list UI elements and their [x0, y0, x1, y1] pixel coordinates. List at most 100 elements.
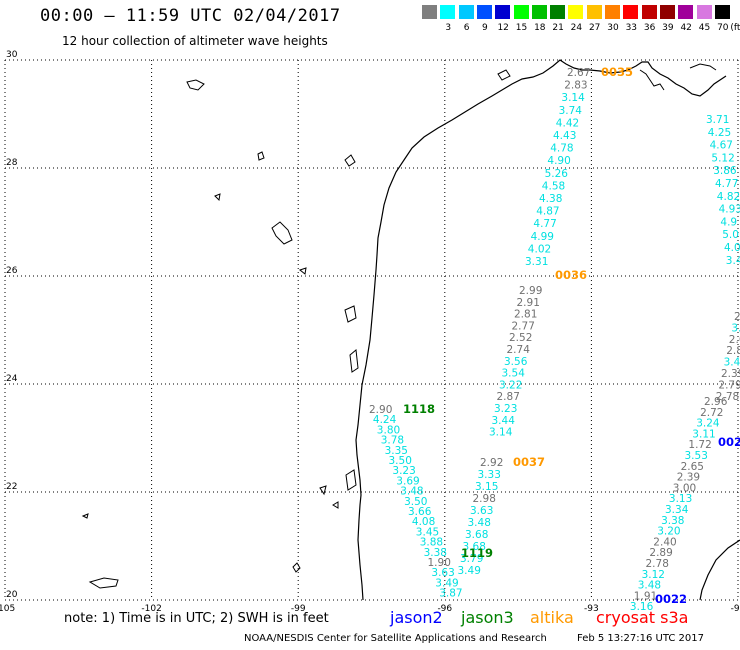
color-scale-label: 42: [680, 23, 692, 33]
note-text: note: 1) Time is in UTC; 2) SWH is in fe…: [64, 611, 329, 626]
color-scale-label: 9: [482, 23, 488, 33]
color-scale-label: 24: [570, 23, 583, 33]
swh-value: 2.74: [507, 344, 531, 356]
color-scale-swatch: [586, 5, 602, 19]
inland-lake-6: [344, 305, 357, 323]
swh-value: 2.78: [716, 391, 739, 403]
color-scale-label: 6: [463, 23, 470, 33]
swh-value: 1.91: [634, 590, 657, 602]
inland-lake-5: [344, 154, 356, 167]
color-scale-swatch: [531, 5, 547, 19]
swh-value: 3.23: [494, 403, 517, 415]
swh-value: 3.48: [468, 517, 491, 529]
swh-value: 4.42: [556, 117, 579, 129]
color-scale-swatch: [659, 5, 675, 19]
latitude-tick-label: 28: [6, 158, 18, 168]
color-scale-swatch: [696, 5, 712, 19]
swh-value: 3.16: [630, 601, 654, 613]
island-4: [332, 501, 339, 509]
swh-value: 3.45: [416, 526, 439, 538]
color-scale-unit: (ft): [730, 23, 740, 33]
color-scale-label: 3: [445, 23, 452, 33]
swh-value: 3.34: [665, 504, 689, 516]
longitude-tick-label: -93: [584, 604, 599, 614]
swh-value: 2.39: [721, 368, 740, 380]
inland-lake-8: [345, 469, 357, 491]
swh-value: 4.58: [542, 180, 565, 192]
gulf-coastline: [355, 59, 727, 601]
swh-value: 4.02: [528, 243, 551, 255]
longitude-tick-label: -96: [437, 604, 452, 614]
swh-value: 3.38: [661, 515, 684, 527]
swh-value: 3.74: [559, 105, 583, 117]
swh-value: 2.77: [512, 320, 535, 332]
legend-jason3: jason3: [461, 608, 514, 627]
color-scale-label: 33: [625, 23, 638, 33]
longitude-tick-label: -105: [0, 604, 15, 614]
island-1: [88, 577, 119, 589]
swh-value: 2.: [734, 311, 740, 323]
swh-value: 3.68: [465, 529, 488, 541]
color-scale-label: 12: [497, 23, 509, 33]
swh-value: 4.90: [547, 155, 570, 167]
page-title: 00:00 – 11:59 UTC 02/04/2017: [40, 6, 341, 26]
swh-value: 3.71: [706, 114, 729, 126]
swh-value: 2.83: [564, 80, 587, 92]
swh-value: 3.11: [692, 428, 715, 440]
longitude-tick-label: -99: [291, 604, 306, 614]
color-scale-swatch: [513, 5, 529, 19]
swh-value: 4.87: [536, 206, 559, 218]
swh-value: 3.00: [673, 482, 696, 494]
swh-value: 2.91: [517, 297, 540, 309]
swh-value: 4.67: [710, 140, 733, 152]
color-scale-swatch: [476, 5, 492, 19]
swh-value: 3.47: [724, 357, 740, 369]
color-scale-label: 21: [552, 23, 564, 33]
swh-value: 3.49: [458, 565, 481, 577]
swh-value: 3.23: [392, 465, 415, 477]
swh-value: 2.67: [567, 67, 590, 79]
lake-ponchartrain: [689, 63, 717, 71]
swh-value: 2.98: [473, 493, 496, 505]
map-grid: -105 -102 -99 -96 -93 -90 30 28 26 24 22 20: [0, 50, 740, 614]
latitude-tick-label: 26: [6, 266, 18, 276]
color-scale-label: 45: [698, 23, 711, 33]
track-label: 002: [718, 435, 740, 449]
swh-value: 3.69: [396, 475, 419, 487]
swh-value: 2.92: [480, 457, 503, 469]
swh-value: 2.39: [677, 472, 700, 484]
color-scale-swatch: [458, 5, 474, 19]
swh-value: 3.56: [504, 356, 528, 368]
swh-value: 3.15: [475, 481, 498, 493]
track-label: 1119: [461, 546, 493, 560]
color-scale-swatch: [440, 5, 456, 19]
swh-value: 3.35: [385, 445, 408, 457]
swh-value: 3.63: [431, 567, 454, 579]
page-subtitle: 12 hour collection of altimeter wave hei…: [62, 34, 328, 48]
swh-value: 3.86: [713, 165, 737, 177]
swh-value: 3.38: [424, 547, 447, 559]
swh-value: 2.65: [681, 461, 704, 473]
swh-value: 4.77: [533, 218, 556, 230]
swh-value: 3.13: [669, 493, 692, 505]
swh-value: 2.6: [729, 334, 740, 346]
island-5: [214, 193, 221, 202]
color-scale-label: 70: [717, 23, 729, 33]
swh-value: 3.54: [502, 368, 526, 380]
swh-value: 3.80: [377, 424, 400, 436]
coastline: [81, 59, 740, 601]
swh-value: 3.12: [642, 569, 665, 581]
color-scale-swatch: [714, 5, 730, 19]
swh-value: 3.50: [389, 455, 412, 467]
swh-value: 3.48: [638, 580, 661, 592]
legend-altika: altika: [530, 608, 574, 627]
swh-value: 3.14: [561, 92, 585, 104]
track-label: 0022: [655, 592, 687, 606]
mississippi-delta: [639, 69, 665, 91]
swh-value: 3.48: [400, 486, 423, 498]
inland-lake-9: [319, 485, 327, 496]
swh-value: 4.77: [715, 178, 738, 190]
swh-value: 4.38: [539, 193, 562, 205]
swh-value: 3.50: [404, 496, 427, 508]
